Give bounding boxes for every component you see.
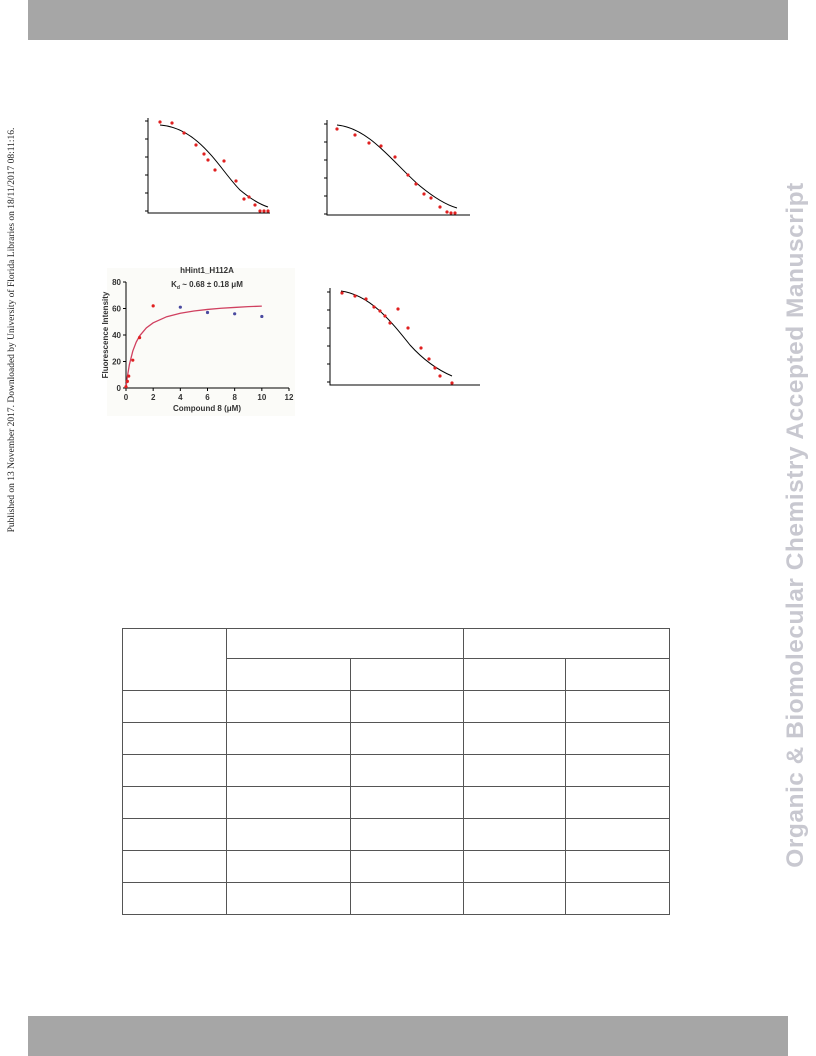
x-tick-label: 6 (205, 393, 210, 402)
data-point (127, 374, 131, 378)
y-tick-label: 60 (112, 305, 121, 314)
chart-background (107, 268, 295, 416)
panel-b (324, 120, 470, 216)
y-tick-label: 20 (112, 358, 121, 367)
data-point (205, 310, 210, 315)
footer-bar (28, 1016, 788, 1056)
kd-symbol: K (171, 280, 177, 289)
x-tick-label: 0 (124, 393, 129, 402)
x-tick-label: 10 (257, 393, 266, 402)
kd-value: ~ 0.68 ± 0.18 μM (180, 280, 243, 289)
data-point (125, 379, 129, 383)
chart-subtitle: Kd ~ 0.68 ± 0.18 μM (171, 280, 243, 291)
x-tick-label: 4 (178, 393, 183, 402)
y-tick-label: 0 (117, 384, 122, 393)
y-tick-label: 40 (112, 331, 121, 340)
kd-subscript: d (177, 285, 180, 291)
panel-d (327, 288, 480, 386)
y-tick-label: 80 (112, 278, 121, 287)
data-point (151, 304, 155, 308)
fit-curve (125, 305, 262, 389)
data-point (233, 312, 237, 316)
data-point (124, 385, 128, 389)
x-axis-label: Compound 8 (μM) (173, 404, 241, 413)
panel-a-points (158, 120, 270, 213)
data-point (260, 314, 264, 319)
data-point (137, 336, 142, 340)
chart-title: hHint1_H112A (180, 266, 234, 275)
x-tick-label: 12 (285, 393, 294, 402)
x-tick-label: 2 (151, 393, 156, 402)
table (122, 628, 670, 915)
panel-a (145, 118, 270, 214)
x-tick-label: 8 (232, 393, 237, 402)
data-point (131, 358, 135, 362)
y-axis-label: Fluorescence Intensity (101, 291, 110, 378)
data-point (178, 305, 182, 309)
panel-b-points (335, 127, 457, 215)
panel-d-points (340, 291, 454, 385)
header-bar (28, 0, 788, 40)
